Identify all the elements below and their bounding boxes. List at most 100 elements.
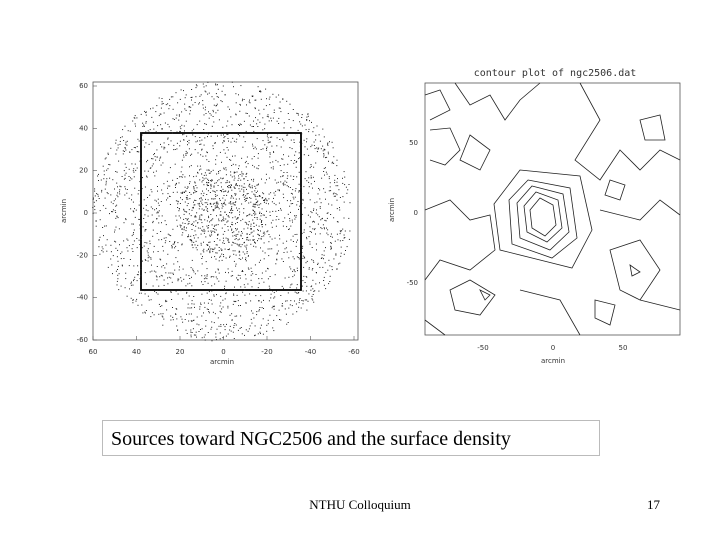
star-point xyxy=(269,248,271,250)
star-point xyxy=(144,272,146,274)
star-point xyxy=(257,184,259,186)
star-point xyxy=(291,219,293,221)
star-point xyxy=(208,215,209,217)
star-point xyxy=(325,157,326,159)
star-point xyxy=(201,214,203,216)
star-point xyxy=(196,191,198,192)
x-tick-label: 0 xyxy=(221,348,225,356)
star-point xyxy=(280,319,282,321)
star-point xyxy=(222,177,224,179)
star-point xyxy=(204,172,206,174)
star-point xyxy=(241,100,243,102)
star-point xyxy=(289,220,291,222)
star-point xyxy=(289,187,291,188)
star-point xyxy=(152,107,154,109)
star-point xyxy=(159,157,161,159)
star-point xyxy=(273,112,275,113)
star-point xyxy=(217,180,219,182)
star-point xyxy=(175,183,177,185)
star-point xyxy=(214,205,216,207)
star-point xyxy=(195,185,197,186)
star-point xyxy=(187,283,189,285)
star-point xyxy=(200,233,202,235)
page-number: 17 xyxy=(647,497,660,512)
star-point xyxy=(202,104,204,106)
star-point xyxy=(238,94,239,96)
star-point xyxy=(160,113,162,115)
star-point xyxy=(223,243,225,244)
star-point xyxy=(316,125,318,127)
star-point xyxy=(230,141,232,143)
star-point xyxy=(306,141,307,143)
star-point xyxy=(107,168,109,170)
star-point xyxy=(331,204,333,206)
star-point xyxy=(116,182,118,184)
star-point xyxy=(239,190,241,192)
star-point xyxy=(327,142,329,144)
star-point xyxy=(200,253,202,255)
star-point xyxy=(263,199,265,201)
star-point xyxy=(252,219,254,221)
star-point xyxy=(317,223,319,225)
star-point xyxy=(215,252,217,254)
star-point xyxy=(302,300,304,302)
star-point xyxy=(210,171,212,173)
star-point xyxy=(130,284,132,286)
star-point xyxy=(201,181,203,183)
star-point xyxy=(221,220,223,222)
star-point xyxy=(166,151,168,153)
star-point xyxy=(240,220,242,222)
star-point xyxy=(253,178,255,180)
star-point xyxy=(183,133,185,135)
star-point xyxy=(220,177,222,179)
star-point xyxy=(268,141,270,143)
star-point xyxy=(298,306,300,308)
star-point xyxy=(163,142,165,144)
star-point xyxy=(263,235,265,237)
star-point xyxy=(236,183,237,185)
star-point xyxy=(210,114,212,116)
star-point xyxy=(210,230,212,232)
star-point xyxy=(309,231,311,232)
star-point xyxy=(238,238,240,240)
star-point xyxy=(137,274,139,276)
star-point xyxy=(282,183,284,185)
star-point xyxy=(126,144,128,146)
star-point xyxy=(298,292,300,293)
star-point xyxy=(173,263,175,265)
star-point xyxy=(185,230,187,232)
star-point xyxy=(276,259,278,261)
star-point xyxy=(223,168,225,170)
star-point xyxy=(260,301,262,303)
star-point xyxy=(330,242,332,244)
star-point xyxy=(271,238,273,240)
star-point xyxy=(260,98,262,100)
star-point xyxy=(291,148,293,150)
star-point xyxy=(259,331,261,333)
star-point xyxy=(224,289,225,291)
star-point xyxy=(240,286,242,288)
star-point xyxy=(226,125,228,127)
star-point xyxy=(293,198,295,200)
star-point xyxy=(225,174,227,176)
star-point xyxy=(330,248,332,250)
x-axis-label: arcmin xyxy=(210,358,234,366)
star-point xyxy=(223,191,225,193)
star-point xyxy=(165,299,167,301)
star-point xyxy=(167,123,169,125)
star-point xyxy=(132,302,134,304)
star-point xyxy=(219,310,221,312)
star-point xyxy=(213,241,215,242)
star-point xyxy=(237,209,238,211)
star-point xyxy=(314,290,316,292)
star-point xyxy=(235,229,237,231)
star-point xyxy=(168,108,170,110)
star-point xyxy=(221,90,223,92)
star-point xyxy=(188,106,190,107)
star-point xyxy=(188,213,190,215)
star-point xyxy=(157,251,159,252)
star-point xyxy=(153,251,154,253)
star-point xyxy=(167,187,168,189)
star-point xyxy=(179,140,181,142)
star-point xyxy=(92,212,94,214)
